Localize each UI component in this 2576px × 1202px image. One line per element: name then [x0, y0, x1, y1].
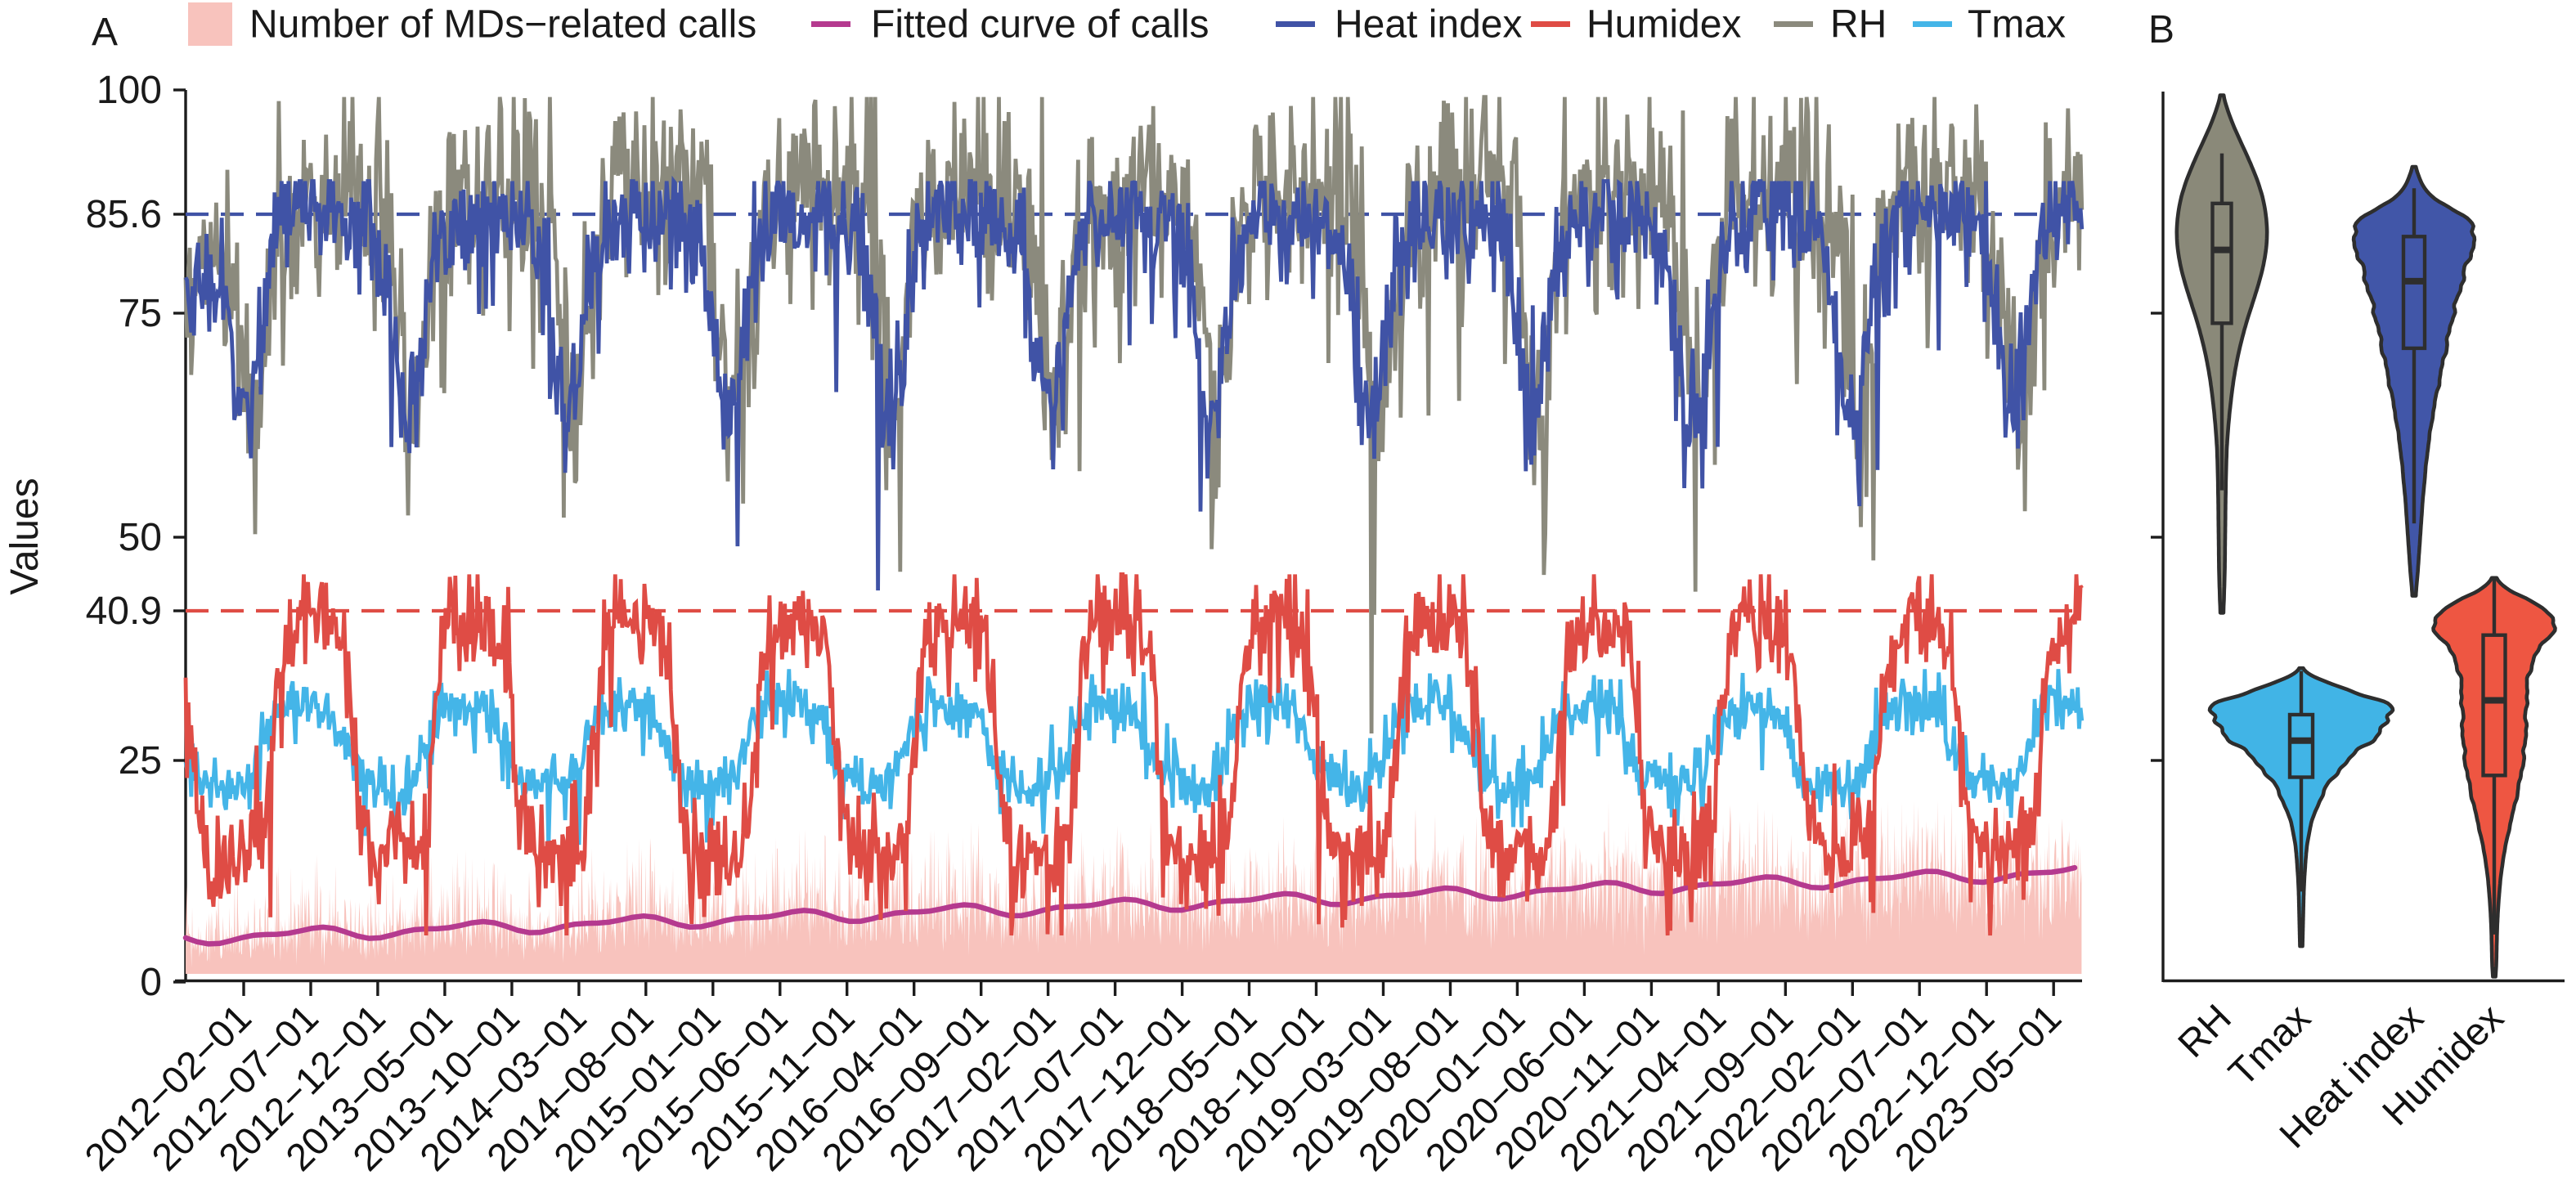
svg-text:75: 75 — [119, 292, 162, 335]
svg-text:40.9: 40.9 — [86, 590, 162, 633]
svg-text:Heat index: Heat index — [1335, 3, 1522, 47]
svg-text:Humidex: Humidex — [1586, 3, 1741, 47]
svg-text:50: 50 — [119, 516, 162, 559]
svg-text:A: A — [92, 11, 118, 54]
svg-text:RH: RH — [1830, 3, 1887, 47]
svg-text:Tmax: Tmax — [1968, 3, 2066, 47]
svg-text:Fitted curve of calls: Fitted curve of calls — [871, 3, 1209, 47]
svg-text:0: 0 — [140, 961, 162, 1004]
svg-text:25: 25 — [119, 739, 162, 783]
svg-text:B: B — [2148, 8, 2174, 52]
svg-text:Number of MDs−related calls: Number of MDs−related calls — [249, 3, 756, 47]
svg-text:Values: Values — [3, 478, 47, 594]
svg-text:100: 100 — [96, 69, 162, 112]
svg-text:85.6: 85.6 — [86, 193, 162, 236]
